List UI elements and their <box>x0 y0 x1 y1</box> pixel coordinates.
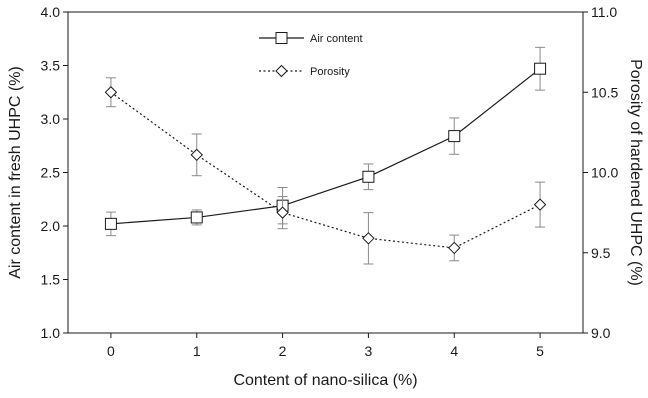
x-tick-label: 2 <box>279 343 287 359</box>
data-point <box>362 170 375 183</box>
data-point <box>104 217 117 230</box>
x-tick-label: 1 <box>193 343 201 359</box>
x-axis-label: Content of nano-silica (%) <box>233 372 417 389</box>
right-tick-label: 10.5 <box>591 84 618 100</box>
x-tick-label: 0 <box>107 343 115 359</box>
right-tick-label: 9.5 <box>591 245 611 261</box>
data-point <box>276 206 289 219</box>
legend-marker <box>275 64 288 78</box>
data-point <box>104 86 118 99</box>
x-axis-ticks: 0 1 2 3 4 5 <box>107 333 544 359</box>
left-tick-label: 1.5 <box>41 272 61 288</box>
data-point <box>362 232 375 245</box>
left-tick-label: 4.0 <box>41 4 61 20</box>
x-tick-label: 5 <box>536 343 544 359</box>
left-tick-label: 1.0 <box>41 325 61 341</box>
left-tick-label: 3.5 <box>41 58 61 74</box>
left-tick-label: 2.5 <box>41 165 61 181</box>
left-tick-label: 2.0 <box>41 218 61 234</box>
right-tick-label: 9.0 <box>591 325 611 341</box>
legend-marker <box>275 32 288 44</box>
legend-label: Porosity <box>310 66 350 78</box>
left-tick-label: 3.0 <box>41 111 61 127</box>
right-axis-ticks: 9.0 9.5 10.0 10.5 11.0 <box>583 4 618 341</box>
series-line <box>110 91 541 249</box>
series-layer <box>104 46 547 265</box>
x-tick-label: 4 <box>450 343 458 359</box>
data-point <box>190 148 203 162</box>
legend: Air content Porosity <box>259 32 363 78</box>
data-point <box>190 211 203 224</box>
plot-frame <box>67 11 584 334</box>
y-axis-left-label: Air content in fresh UHPC (%) <box>7 66 24 279</box>
data-point <box>448 241 461 255</box>
right-tick-label: 11.0 <box>591 4 617 20</box>
data-point <box>448 130 461 143</box>
right-tick-label: 10.0 <box>591 165 618 181</box>
legend-label: Air content <box>310 33 363 45</box>
series-line <box>110 68 541 225</box>
y-axis-right-label: Porosity of hardened UHPC (%) <box>627 59 644 286</box>
x-tick-label: 3 <box>365 343 373 359</box>
data-point <box>533 198 547 211</box>
data-point <box>534 62 547 75</box>
left-axis-ticks: 1.0 1.5 2.0 2.5 3.0 3.5 4.0 <box>41 4 68 341</box>
series-porosity <box>104 77 547 265</box>
